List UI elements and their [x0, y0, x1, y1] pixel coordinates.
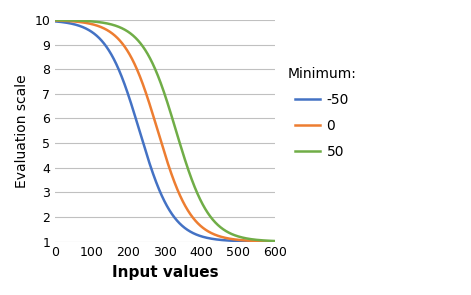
X-axis label: Input values: Input values — [112, 265, 219, 280]
Y-axis label: Evaluation scale: Evaluation scale — [15, 74, 29, 188]
Legend: -50, 0, 50: -50, 0, 50 — [282, 62, 362, 164]
